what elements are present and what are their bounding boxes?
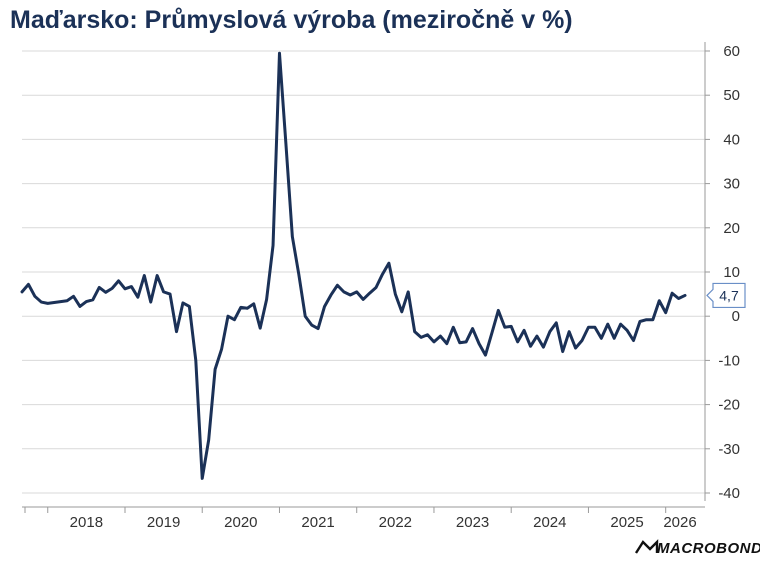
axes: 60 50 40 30 20 10 0 -10 -20 -30 -40 2018 2019 2020 202… — [22, 42, 740, 531]
x-tick-label: 2020 — [224, 514, 257, 531]
series-line — [20, 51, 687, 480]
y-tick-label: -40 — [718, 485, 740, 502]
chart-title: Maďarsko: Průmyslová výroba (meziročně v… — [10, 6, 573, 34]
x-tick-label: 2023 — [456, 514, 489, 531]
last-value-callout: 4,7 — [706, 282, 746, 309]
x-tick-label: 2026 — [663, 514, 696, 531]
macrobond-logo: MACROBOND — [634, 539, 760, 557]
y-tick-label: 40 — [723, 131, 740, 148]
y-tick-label: -30 — [718, 441, 740, 458]
series-layer — [20, 51, 687, 480]
y-tick-label: 0 — [732, 308, 740, 325]
last-value-label: 4,7 — [719, 287, 739, 303]
x-tick-label: 2022 — [379, 514, 412, 531]
x-tick-label: 2021 — [301, 514, 334, 531]
y-tick-label: 60 — [723, 43, 740, 60]
x-tick-label: 2024 — [533, 514, 566, 531]
y-tick-label: -10 — [718, 352, 740, 369]
y-tick-label: 30 — [723, 176, 740, 193]
x-tick-label: 2019 — [147, 514, 180, 531]
y-tick-label: 10 — [723, 264, 740, 281]
x-tick-label: 2018 — [70, 514, 103, 531]
y-tick-label: 50 — [723, 87, 740, 104]
y-tick-label: 20 — [723, 220, 740, 237]
gridlines — [22, 50, 705, 494]
last-value-callout-box — [706, 282, 746, 309]
y-tick-label: -20 — [718, 397, 740, 414]
x-tick-label: 2025 — [610, 514, 643, 531]
logo-text: MACROBOND — [657, 540, 760, 557]
